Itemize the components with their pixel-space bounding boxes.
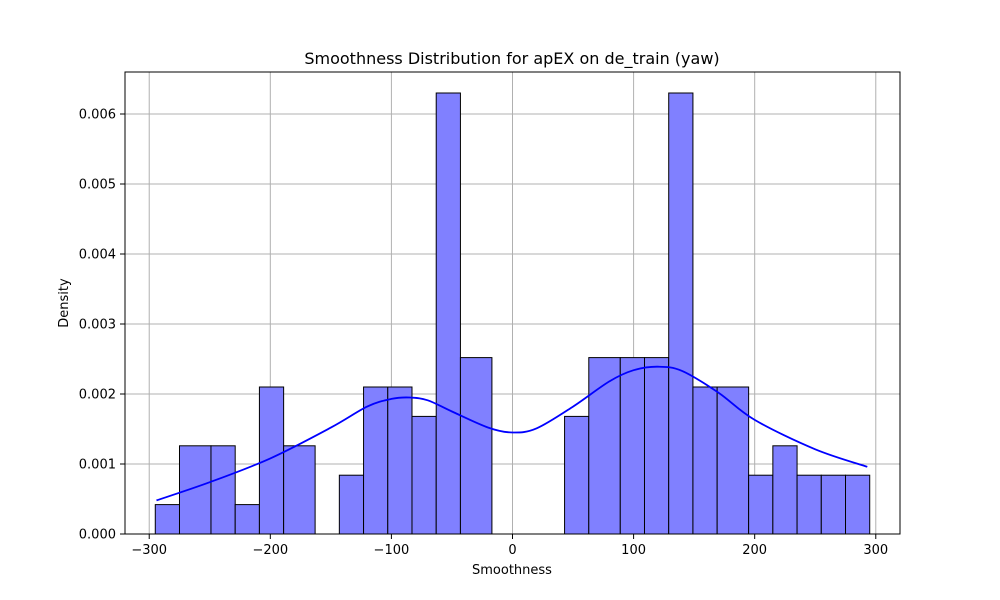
histogram-bar [363, 386, 389, 535]
x-axis-label: Smoothness [472, 563, 552, 578]
histogram-bar [178, 445, 212, 535]
histogram-bar [258, 386, 285, 535]
y-tick-label: 0.006 [79, 108, 116, 123]
histogram-bar [619, 357, 645, 535]
x-tick-label: 200 [742, 543, 767, 558]
histogram-bar [435, 92, 461, 535]
histogram-bar [716, 386, 750, 535]
y-tick-label: 0.004 [79, 248, 116, 263]
histogram-bar [234, 504, 260, 535]
histogram-bar [411, 415, 437, 535]
x-tick-label: −100 [374, 543, 410, 558]
histogram-bar [564, 415, 590, 535]
y-tick-label: 0.001 [79, 458, 116, 473]
histogram-bar [668, 92, 694, 535]
x-tick-label: −200 [252, 543, 288, 558]
x-axis-ticks: −300 −200 −100 0 100 200 300 [131, 534, 888, 558]
histogram-bar [772, 445, 798, 535]
histogram-bar [283, 445, 316, 535]
x-tick-label: 100 [621, 543, 646, 558]
y-tick-label: 0.002 [79, 388, 116, 403]
x-tick-label: 300 [863, 543, 888, 558]
y-tick-label: 0.003 [79, 318, 116, 333]
histogram-bar [796, 474, 822, 535]
histogram-bar [845, 474, 871, 535]
histogram-bar [154, 504, 180, 535]
histogram-bar [338, 474, 365, 535]
y-axis-label: Density [57, 278, 72, 328]
histogram-bar [210, 445, 236, 535]
histogram-bar [820, 474, 847, 535]
y-tick-label: 0.000 [79, 528, 116, 543]
kde-curve-layer [156, 365, 868, 502]
x-tick-label: 0 [508, 543, 516, 558]
kde-curve [156, 365, 868, 502]
histogram-bars [154, 92, 871, 535]
y-tick-label: 0.005 [79, 178, 116, 193]
histogram-bar [748, 474, 774, 535]
chart-title: Smoothness Distribution for apEX on de_t… [304, 49, 719, 69]
histogram-bar [387, 386, 413, 535]
x-tick-label: −300 [131, 543, 167, 558]
histogram-bar [459, 357, 493, 535]
histogram-bar [643, 357, 670, 535]
histogram-bar [692, 386, 718, 535]
y-axis-ticks: 0.000 0.001 0.002 0.003 0.004 0.005 0.006 [79, 108, 125, 543]
